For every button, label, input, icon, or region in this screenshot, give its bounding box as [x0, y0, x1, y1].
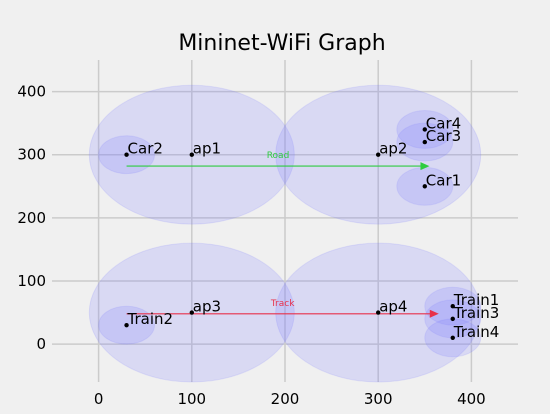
- grid: [52, 60, 518, 382]
- node-point: [376, 152, 381, 157]
- node-label: ap4: [379, 298, 407, 316]
- road-path-label: Road: [267, 151, 290, 161]
- node-label: Car4: [426, 114, 461, 132]
- x-tick-label: 0: [94, 390, 104, 408]
- node-label: Car3: [426, 127, 461, 145]
- node-label: Train1: [453, 291, 500, 309]
- mobility-paths: Road Track: [126, 151, 439, 318]
- node-point: [124, 152, 129, 157]
- road-path-arrowhead: [420, 162, 430, 171]
- y-tick-label: 400: [17, 83, 46, 101]
- y-tick-label: 300: [17, 146, 46, 164]
- track-path-arrowhead: [429, 309, 439, 318]
- x-tick-label: 100: [177, 390, 206, 408]
- node-point: [450, 316, 455, 322]
- node-point: [376, 310, 381, 315]
- y-tick-label: 0: [36, 335, 46, 353]
- node-point: [450, 335, 455, 341]
- y-tick-label: 100: [17, 272, 46, 290]
- node-label: Car1: [426, 171, 461, 189]
- tick-labels: 0 100 200 300 400 0 100 200 300 400: [17, 83, 485, 408]
- node-label: Train2: [127, 310, 174, 328]
- node-point: [422, 184, 427, 189]
- node-point: [189, 152, 194, 157]
- track-path-label: Track: [270, 299, 295, 309]
- chart-title: Mininet-WiFi Graph: [178, 31, 385, 56]
- node-point: [124, 322, 129, 328]
- x-tick-label: 300: [364, 390, 393, 408]
- node-label: ap3: [193, 298, 221, 316]
- node-label: ap2: [379, 140, 407, 158]
- x-tick-label: 200: [271, 390, 300, 408]
- node-label: Car2: [128, 140, 163, 158]
- node-label: Train4: [453, 323, 500, 341]
- node-point: [422, 139, 427, 145]
- node-point: [189, 310, 194, 315]
- node-label: ap1: [193, 140, 221, 158]
- x-tick-label: 400: [457, 390, 486, 408]
- node-label: Train3: [453, 304, 500, 322]
- node-point: [422, 127, 427, 132]
- node-point: [450, 304, 455, 309]
- y-tick-label: 200: [17, 209, 46, 227]
